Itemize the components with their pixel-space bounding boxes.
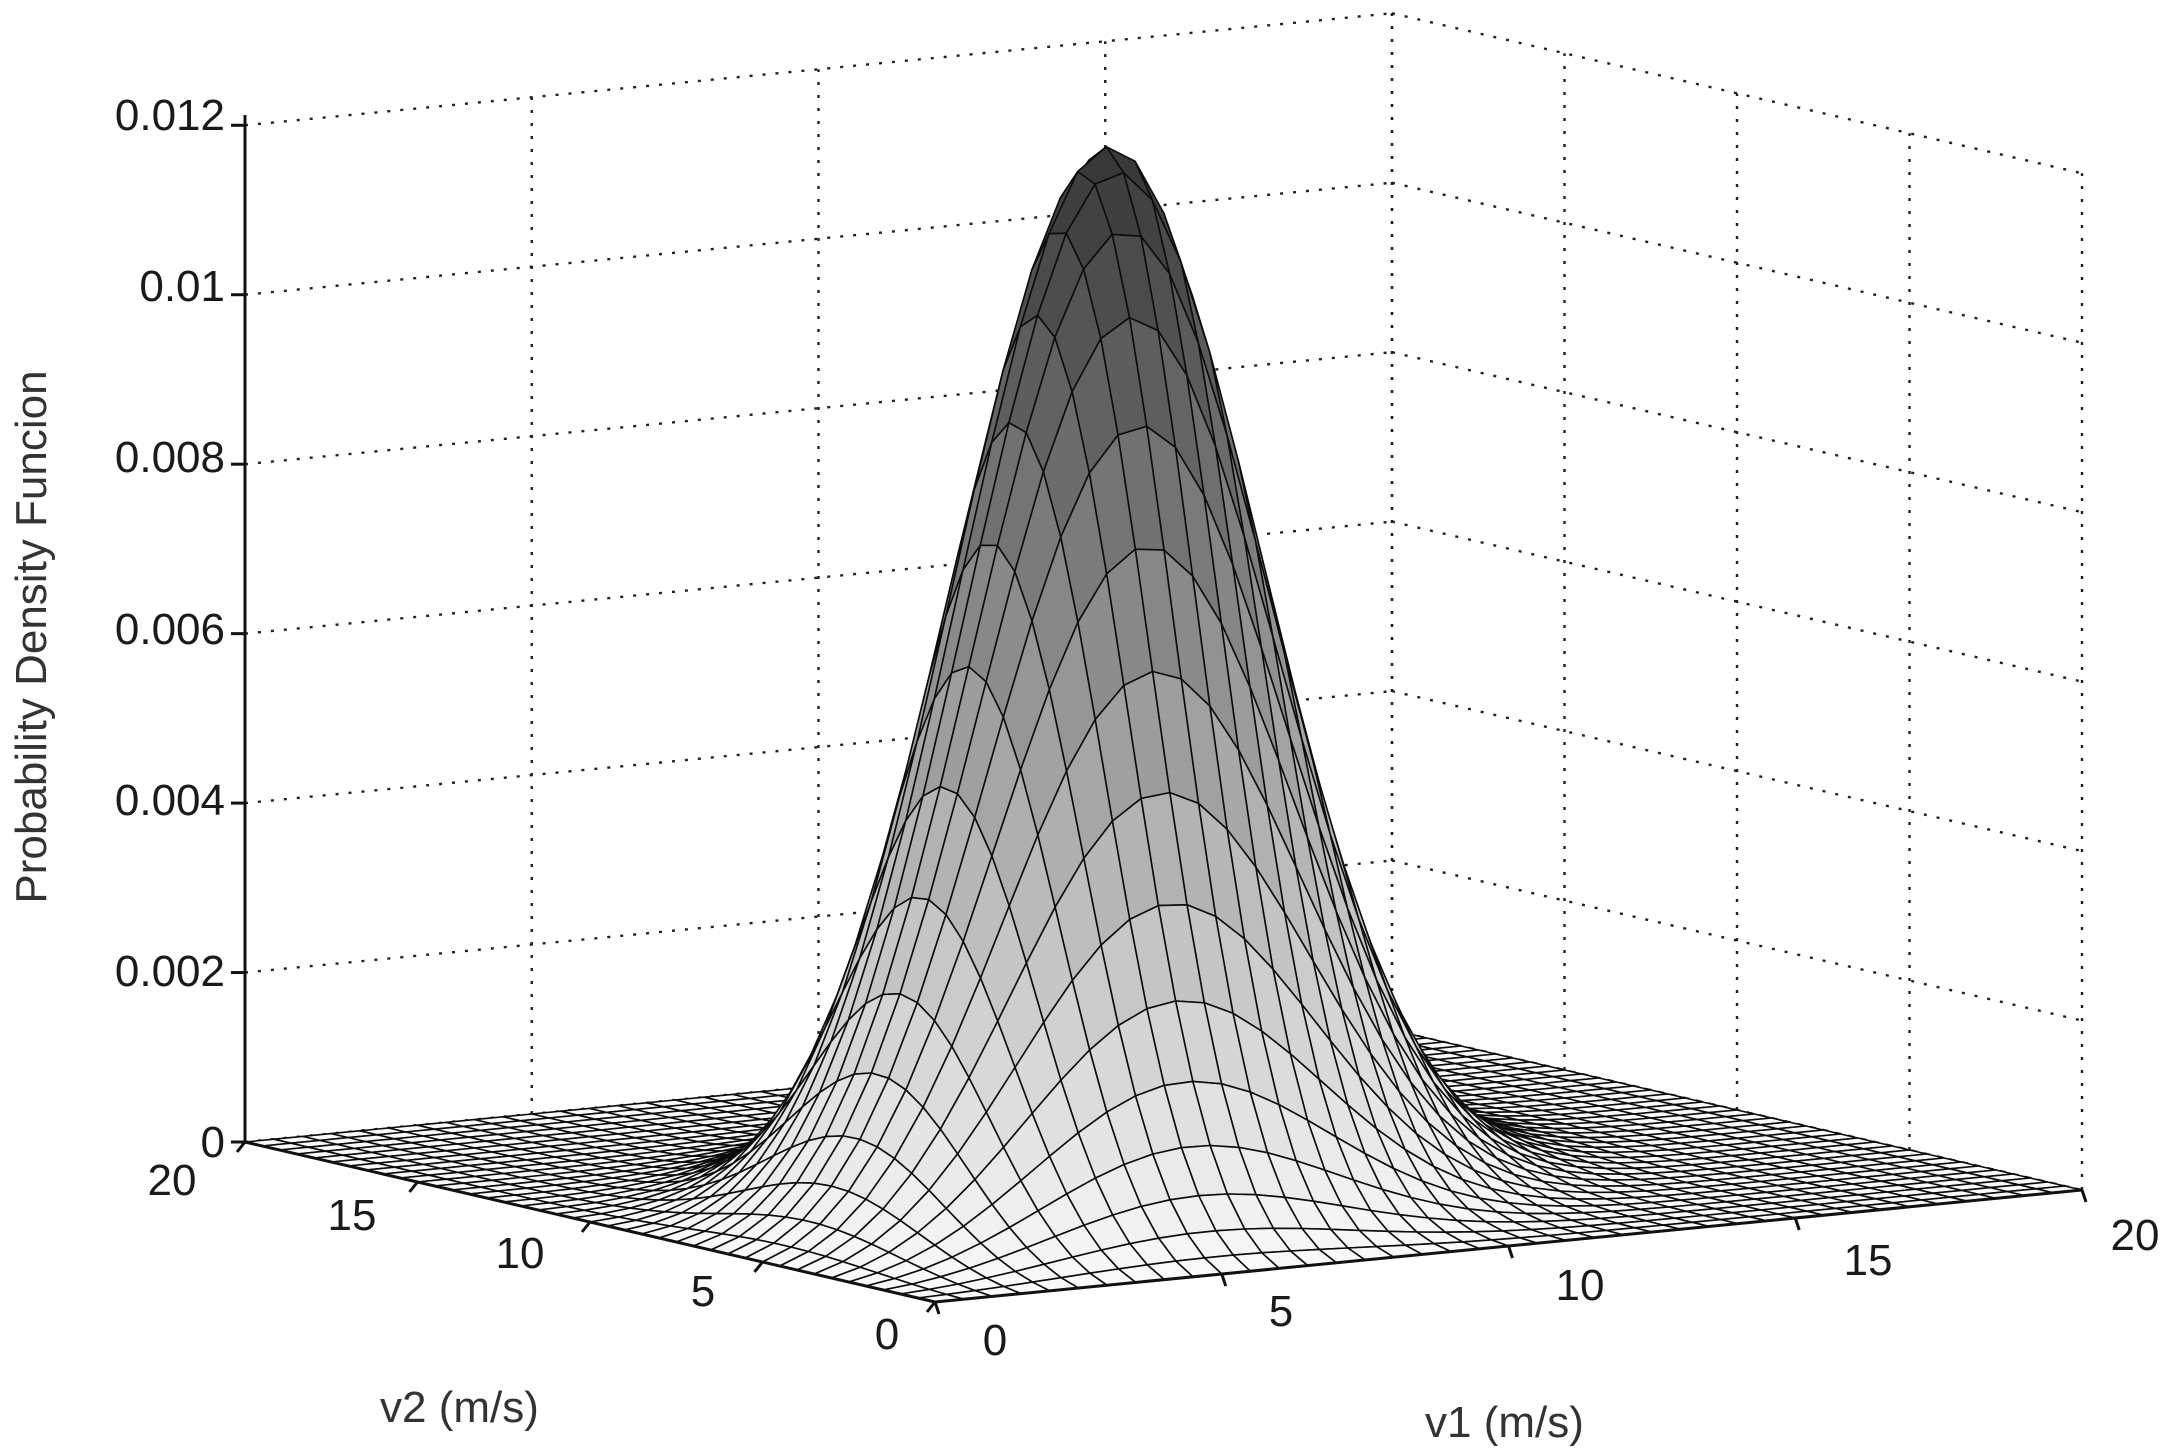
v1-axis-label: v1 (m/s)	[1425, 1398, 1584, 1447]
z-tick-label: 0.004	[115, 776, 225, 825]
z-tick-label: 0.002	[115, 947, 225, 996]
grid-line	[1391, 12, 2083, 175]
grid-line	[1391, 181, 2083, 344]
v1-tick-label: 20	[2111, 1211, 2160, 1260]
v2-tick-label: 15	[328, 1191, 377, 1240]
v2-tick	[408, 1181, 419, 1193]
v2-tick	[925, 1301, 937, 1313]
v2-axis-label: v2 (m/s)	[380, 1383, 539, 1432]
v2-tick-label: 0	[875, 1310, 899, 1359]
grid-line	[1391, 689, 2083, 853]
z-tick-label: 0	[201, 1118, 225, 1167]
z-axis-label: Probability Density Funcion	[7, 370, 56, 903]
v1-tick-label: 0	[983, 1316, 1007, 1365]
v1-tick-label: 5	[1269, 1287, 1293, 1336]
v1-tick	[933, 1301, 941, 1315]
z-tick-label: 0.006	[115, 605, 225, 654]
surface-mesh	[244, 146, 2083, 1303]
v1-tick	[1793, 1217, 1801, 1231]
v1-tick-label: 10	[1556, 1261, 1605, 1310]
v1-tick	[1507, 1245, 1514, 1259]
grid-line	[1391, 859, 2083, 1022]
z-tick-label: 0.012	[115, 91, 225, 140]
v2-tick	[580, 1221, 592, 1233]
v1-tick-label: 15	[1844, 1236, 1893, 1285]
v2-tick-label: 20	[148, 1156, 197, 1205]
v1-tick	[1220, 1273, 1228, 1287]
v2-tick-label: 5	[691, 1267, 715, 1316]
v1-tick	[2080, 1189, 2088, 1203]
v2-tick	[753, 1261, 764, 1273]
z-tick-label: 0.008	[115, 433, 225, 482]
ticks	[231, 123, 2088, 1315]
grid-line	[1391, 351, 2083, 514]
grid-line	[1391, 520, 2083, 683]
v2-tick	[235, 1141, 247, 1153]
z-tick-label: 0.01	[139, 262, 225, 311]
v2-tick-label: 10	[496, 1229, 545, 1278]
